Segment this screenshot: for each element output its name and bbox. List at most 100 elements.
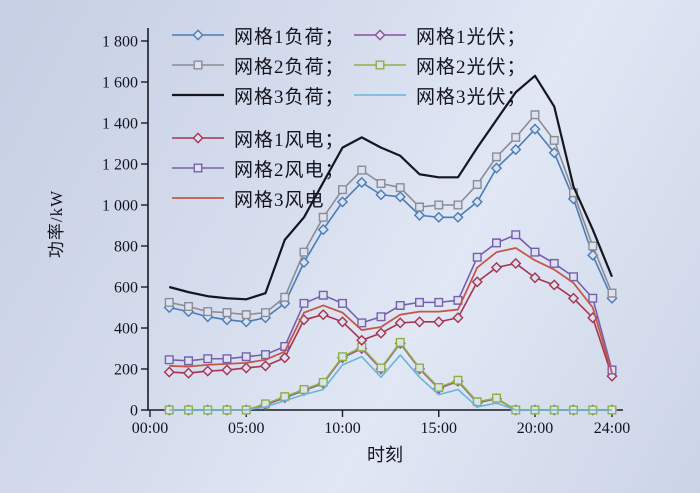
svg-text:00:00: 00:00	[132, 420, 168, 437]
marker-load1	[433, 211, 445, 223]
marker-load2	[299, 247, 309, 257]
marker-wind2	[241, 352, 251, 362]
legend-item-wind1: 网格1风电；	[170, 123, 345, 153]
marker-load2	[395, 183, 405, 193]
svg-text:1 000: 1 000	[102, 198, 138, 215]
marker-wind2	[434, 297, 444, 307]
marker-wind1	[259, 360, 272, 372]
legend-item-pv3: 网格3光伏；	[352, 80, 527, 110]
marker-load2	[376, 178, 386, 188]
marker-wind1	[510, 257, 522, 270]
marker-load1	[510, 144, 522, 156]
marker-wind1	[375, 327, 387, 339]
marker-wind1	[317, 309, 329, 321]
marker-load2	[357, 165, 367, 175]
marker-wind1	[529, 272, 541, 284]
marker-load1	[471, 196, 483, 208]
marker-pv2	[415, 363, 424, 373]
marker-wind1	[356, 334, 368, 346]
y-axis-title: 功率/kW	[47, 190, 66, 258]
marker-load1	[548, 147, 560, 159]
marker-wind1	[202, 365, 214, 377]
svg-text:600: 600	[114, 280, 138, 297]
svg-text:1 800: 1 800	[102, 34, 138, 51]
marker-wind1	[221, 364, 233, 376]
marker-pv2	[280, 392, 290, 402]
marker-wind2	[472, 252, 482, 262]
marker-load1	[336, 196, 349, 208]
svg-text:05:00: 05:00	[228, 420, 264, 437]
marker-wind2	[357, 318, 367, 328]
series-line-pv2	[169, 341, 612, 411]
pv1-diamond-marker-icon	[354, 29, 406, 41]
marker-wind2	[453, 295, 463, 305]
legend-item-load2: 网格2负荷；	[170, 50, 345, 80]
marker-load1	[394, 191, 406, 203]
series-line-pv1	[169, 342, 612, 411]
marker-load2	[472, 180, 482, 189]
x-axis-title: 时刻	[367, 445, 403, 465]
legend-label-wind2: 网格2风电；	[234, 159, 345, 181]
marker-wind1	[336, 316, 349, 328]
legend-label-wind1: 网格1风电；	[234, 129, 345, 151]
legend-label-pv1: 网格1光伏；	[416, 26, 527, 48]
svg-text:800: 800	[114, 239, 138, 256]
marker-wind1	[240, 362, 252, 374]
marker-load1	[375, 189, 387, 201]
marker-wind2	[338, 298, 347, 308]
marker-pv2	[395, 337, 405, 347]
marker-wind2	[549, 258, 559, 268]
marker-wind2	[203, 354, 213, 364]
svg-text:0: 0	[130, 403, 138, 420]
marker-load2	[588, 241, 598, 251]
svg-text:15:00: 15:00	[421, 420, 457, 437]
marker-wind2	[569, 272, 578, 282]
marker-load2	[203, 307, 213, 317]
series-line-wind3	[169, 247, 613, 374]
marker-load2	[280, 292, 290, 302]
marker-wind1	[433, 316, 445, 328]
series-line-wind2	[169, 233, 613, 371]
legend-item-pv1: 网格1光伏；	[352, 20, 527, 50]
marker-load1	[452, 211, 464, 223]
wind3-line-marker-icon	[172, 197, 224, 199]
marker-pv2	[338, 352, 347, 362]
marker-pv2	[492, 393, 501, 403]
marker-pv2	[434, 382, 444, 392]
load2-square-marker-icon	[172, 60, 224, 70]
marker-wind2	[492, 238, 501, 248]
svg-text:200: 200	[114, 362, 138, 379]
marker-wind2	[318, 290, 328, 300]
svg-text:1 200: 1 200	[102, 157, 138, 174]
marker-load1	[240, 316, 252, 328]
marker-wind1	[452, 312, 464, 324]
marker-wind2	[164, 355, 174, 365]
pv2-square-marker-icon	[354, 60, 406, 70]
legend-label-load1: 网格1负荷；	[234, 26, 345, 48]
marker-load2	[241, 310, 251, 320]
marker-load1	[221, 314, 233, 326]
legend-item-load3: 网格3负荷；	[170, 80, 345, 110]
marker-load2	[492, 152, 501, 162]
svg-text:20:00: 20:00	[517, 420, 553, 437]
marker-wind1	[413, 316, 426, 328]
marker-wind2	[222, 354, 232, 364]
marker-load2	[434, 200, 444, 210]
marker-wind1	[394, 317, 406, 329]
marker-load1	[490, 162, 503, 174]
legend-column-left: 网格1负荷； 网格2负荷； 网格3负荷； 网格1风电； 网格2风电； 网格3风电	[170, 20, 345, 213]
legend-label-pv2: 网格2光伏；	[416, 56, 527, 78]
marker-wind1	[548, 279, 560, 291]
marker-load2	[318, 212, 328, 222]
marker-load2	[453, 200, 463, 210]
legend-column-right: 网格1光伏； 网格2光伏； 网格3光伏；	[352, 20, 527, 110]
load3-line-marker-icon	[172, 93, 224, 97]
legend-label-load3: 网格3负荷；	[234, 86, 345, 108]
marker-pv2	[318, 377, 328, 387]
marker-load1	[317, 224, 329, 236]
legend-item-load1: 网格1负荷；	[170, 20, 345, 50]
marker-wind2	[588, 293, 598, 303]
legend-label-wind3: 网格3风电	[234, 189, 325, 211]
